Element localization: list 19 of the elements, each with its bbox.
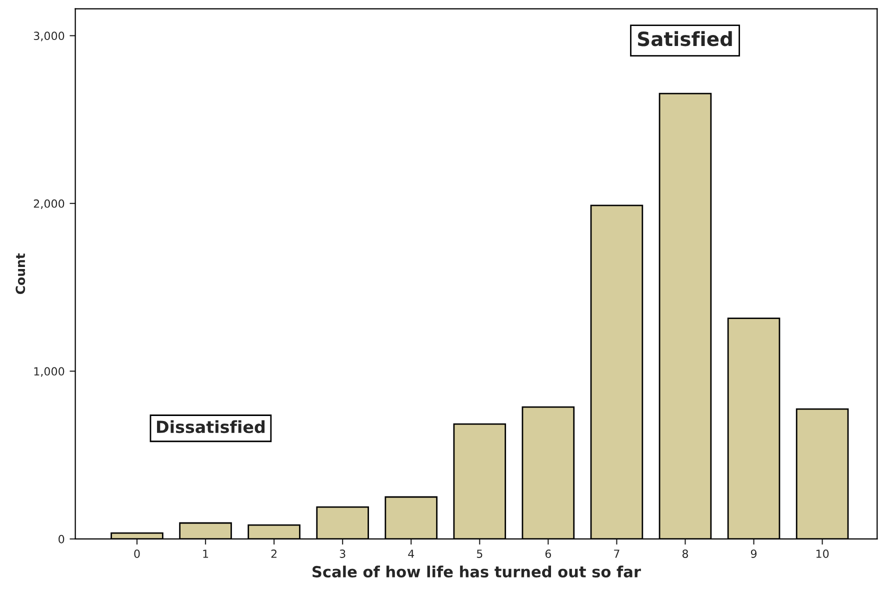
y-axis-title: Count [16, 253, 26, 294]
x-axis-title: Scale of how life has turned out so far [312, 566, 641, 578]
x-tick-label: 9 [750, 550, 757, 558]
x-tick-label: 7 [614, 550, 620, 558]
x-tick-label: 4 [408, 550, 414, 558]
annotation: Satisfied [638, 31, 732, 46]
x-tick-label: 0 [134, 550, 140, 558]
annotation: Dissatisfied [157, 420, 265, 434]
y-tick-label: 0 [58, 534, 64, 544]
x-tick-label: 1 [203, 550, 208, 558]
x-tick-label: 10 [816, 550, 829, 558]
x-tick-label: 8 [682, 550, 688, 558]
y-tick-label: 1,000 [34, 367, 64, 377]
x-tick-label: 2 [271, 550, 276, 558]
y-tick-label: 3,000 [34, 32, 64, 42]
x-tick-label: 5 [476, 550, 482, 558]
x-tick-label: 6 [545, 550, 552, 558]
y-tick-label: 2,000 [34, 199, 64, 209]
x-tick-label: 3 [340, 550, 346, 558]
